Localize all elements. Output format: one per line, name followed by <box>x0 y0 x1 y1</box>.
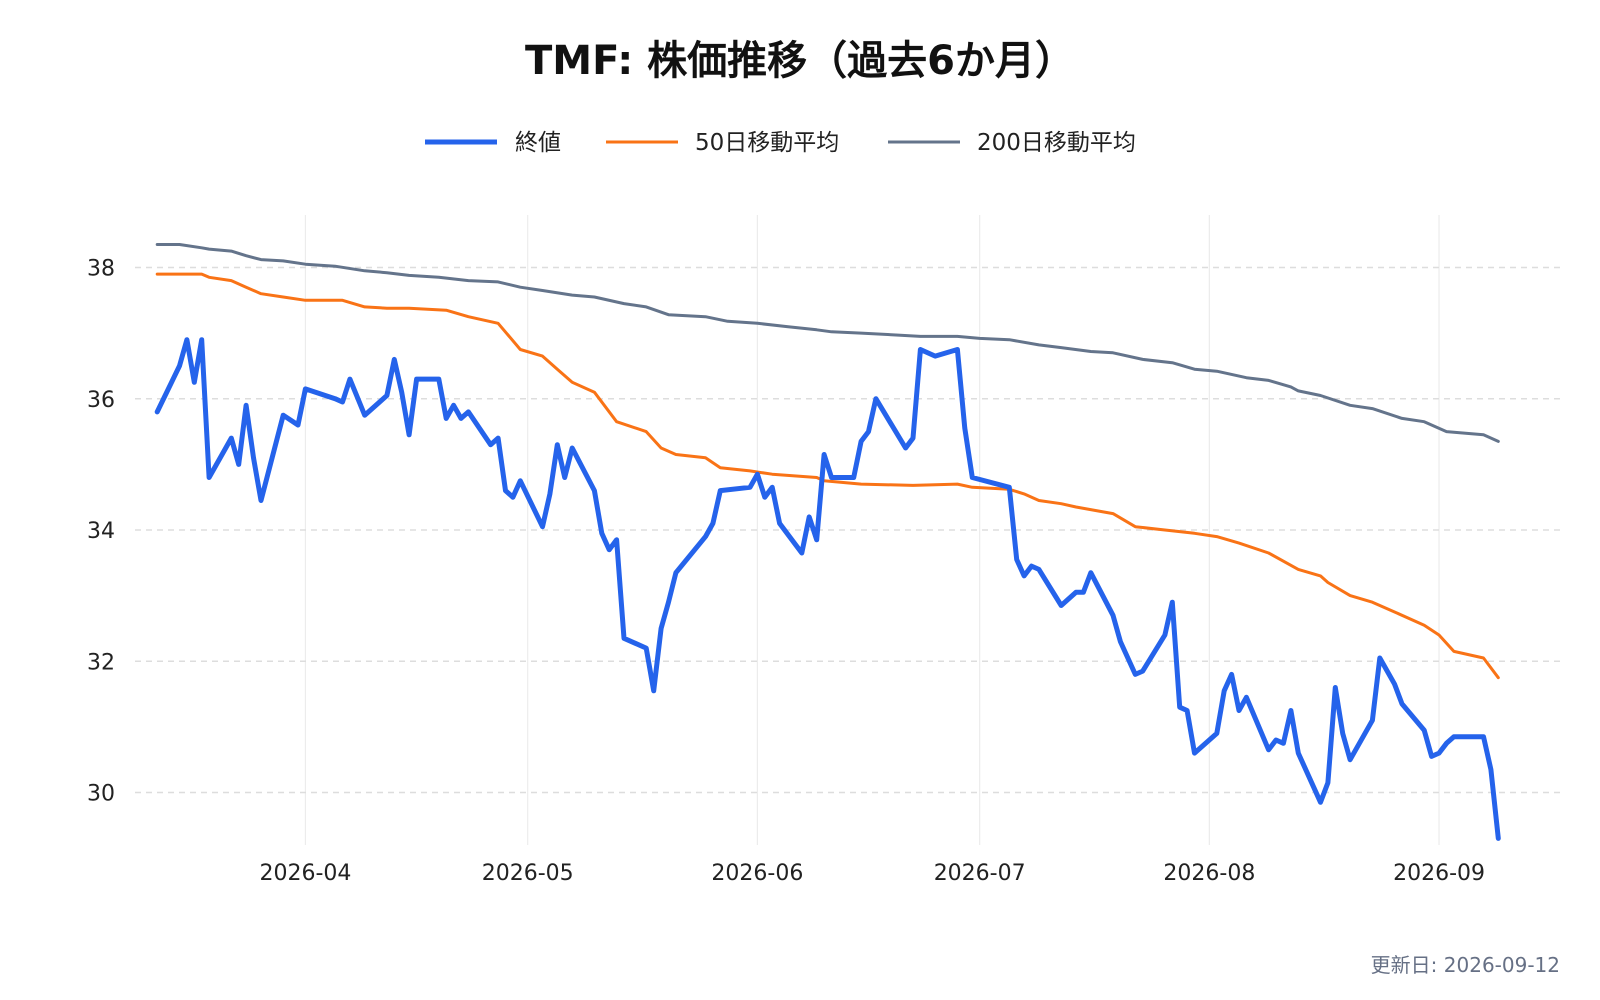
axis-layer: 2026-04 2026-05 2026-06 2026-07 2026-08 2026-… <box>87 257 1485 887</box>
x-tick-label: 2026-09 <box>1393 861 1485 886</box>
legend-label-1: 50日移動平均 <box>695 130 839 156</box>
grid-layer <box>135 215 1565 845</box>
x-tick-label: 2026-05 <box>482 861 574 886</box>
series-layer <box>154 243 1501 841</box>
x-tick-label: 2026-07 <box>934 861 1026 886</box>
x-tick-label: 2026-06 <box>711 861 803 886</box>
legend: 終値 50日移動平均 200日移動平均 <box>425 130 1136 156</box>
y-tick-label: 30 <box>87 782 115 807</box>
series-line-0 <box>154 337 1501 841</box>
series-line-1 <box>155 272 1500 680</box>
updated-date-label: 更新日: 2026-09-12 <box>1370 953 1560 977</box>
y-tick-label: 34 <box>87 519 115 544</box>
chart-title: TMF: 株価推移（過去6か月） <box>525 38 1075 84</box>
legend-label-0: 終値 <box>515 130 561 156</box>
series-line-2 <box>155 243 1500 443</box>
y-tick-label: 36 <box>87 388 115 413</box>
x-tick-label: 2026-04 <box>259 861 351 886</box>
x-tick-label: 2026-08 <box>1163 861 1255 886</box>
y-tick-label: 32 <box>87 650 115 675</box>
legend-label-2: 200日移動平均 <box>977 130 1136 156</box>
y-tick-label: 38 <box>87 257 115 282</box>
